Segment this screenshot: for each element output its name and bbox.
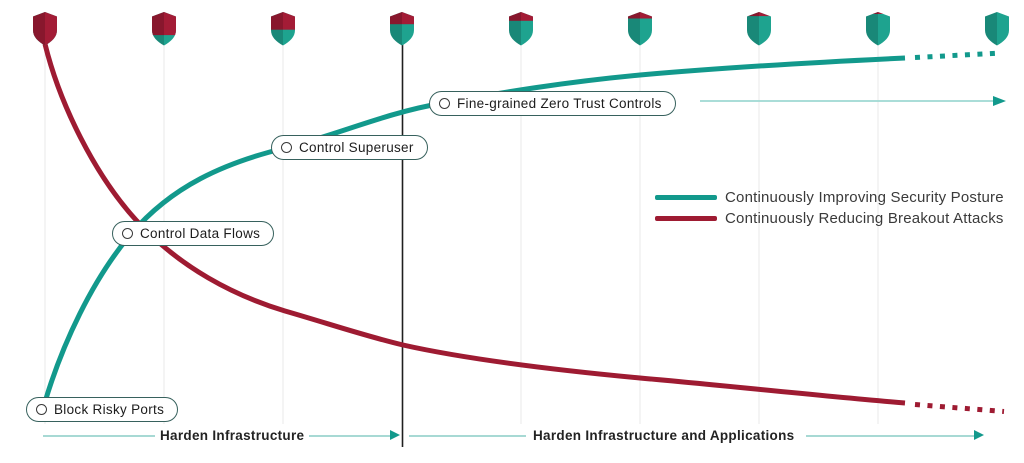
breakout-attacks-curve <box>42 43 1005 414</box>
shield-icon <box>626 12 654 51</box>
phase-axis-segment <box>43 435 155 437</box>
shield-progress-row <box>0 0 1024 60</box>
phase-axis-segment <box>409 435 526 437</box>
shield-icon <box>507 12 535 51</box>
shield-icon <box>269 12 297 51</box>
shield-icon <box>983 12 1011 51</box>
milestone-circle-icon <box>122 228 133 239</box>
security-posture-dotted-tail <box>914 50 1003 60</box>
fine-grained-extension-arrow <box>700 96 1006 106</box>
shield-icon <box>31 12 59 51</box>
legend: Continuously Improving Security Posture C… <box>655 189 1004 227</box>
phase-axis-segment <box>309 435 390 437</box>
phase-label-left: Harden Infrastructure <box>160 428 305 443</box>
legend-item: Continuously Reducing Breakout Attacks <box>655 210 1004 227</box>
legend-line-swatch <box>655 216 717 221</box>
milestone-label: Control Data Flows <box>140 226 261 241</box>
shield-icon <box>150 12 178 51</box>
shield-icon <box>745 12 773 51</box>
milestone-circle-icon <box>281 142 292 153</box>
legend-item-label: Continuously Reducing Breakout Attacks <box>725 210 1004 227</box>
milestone-block-risky-ports: Block Risky Ports <box>26 397 179 422</box>
milestone-circle-icon <box>439 98 450 109</box>
shield-icon <box>864 12 892 51</box>
milestone-label: Fine-grained Zero Trust Controls <box>457 96 662 111</box>
milestone-label: Block Risky Ports <box>54 402 165 417</box>
security-posture-curve <box>42 50 1003 403</box>
legend-item-label: Continuously Improving Security Posture <box>725 189 1004 206</box>
breakout-attacks-dotted-tail <box>914 402 1005 414</box>
shield-icon <box>388 12 416 51</box>
milestone-control-superuser: Control Superuser <box>271 135 428 160</box>
arrow-right-icon <box>974 430 984 440</box>
milestone-fine-grained-zero-trust: Fine-grained Zero Trust Controls <box>429 91 676 116</box>
arrow-right-icon <box>993 96 1006 106</box>
milestone-control-data-flows: Control Data Flows <box>112 221 275 246</box>
phase-axis-segment <box>806 435 974 437</box>
legend-line-swatch <box>655 195 717 200</box>
milestone-label: Control Superuser <box>299 140 414 155</box>
milestone-circle-icon <box>36 404 47 415</box>
legend-item: Continuously Improving Security Posture <box>655 189 1004 206</box>
arrow-right-icon <box>390 430 400 440</box>
phase-label-right: Harden Infrastructure and Applications <box>533 428 795 443</box>
